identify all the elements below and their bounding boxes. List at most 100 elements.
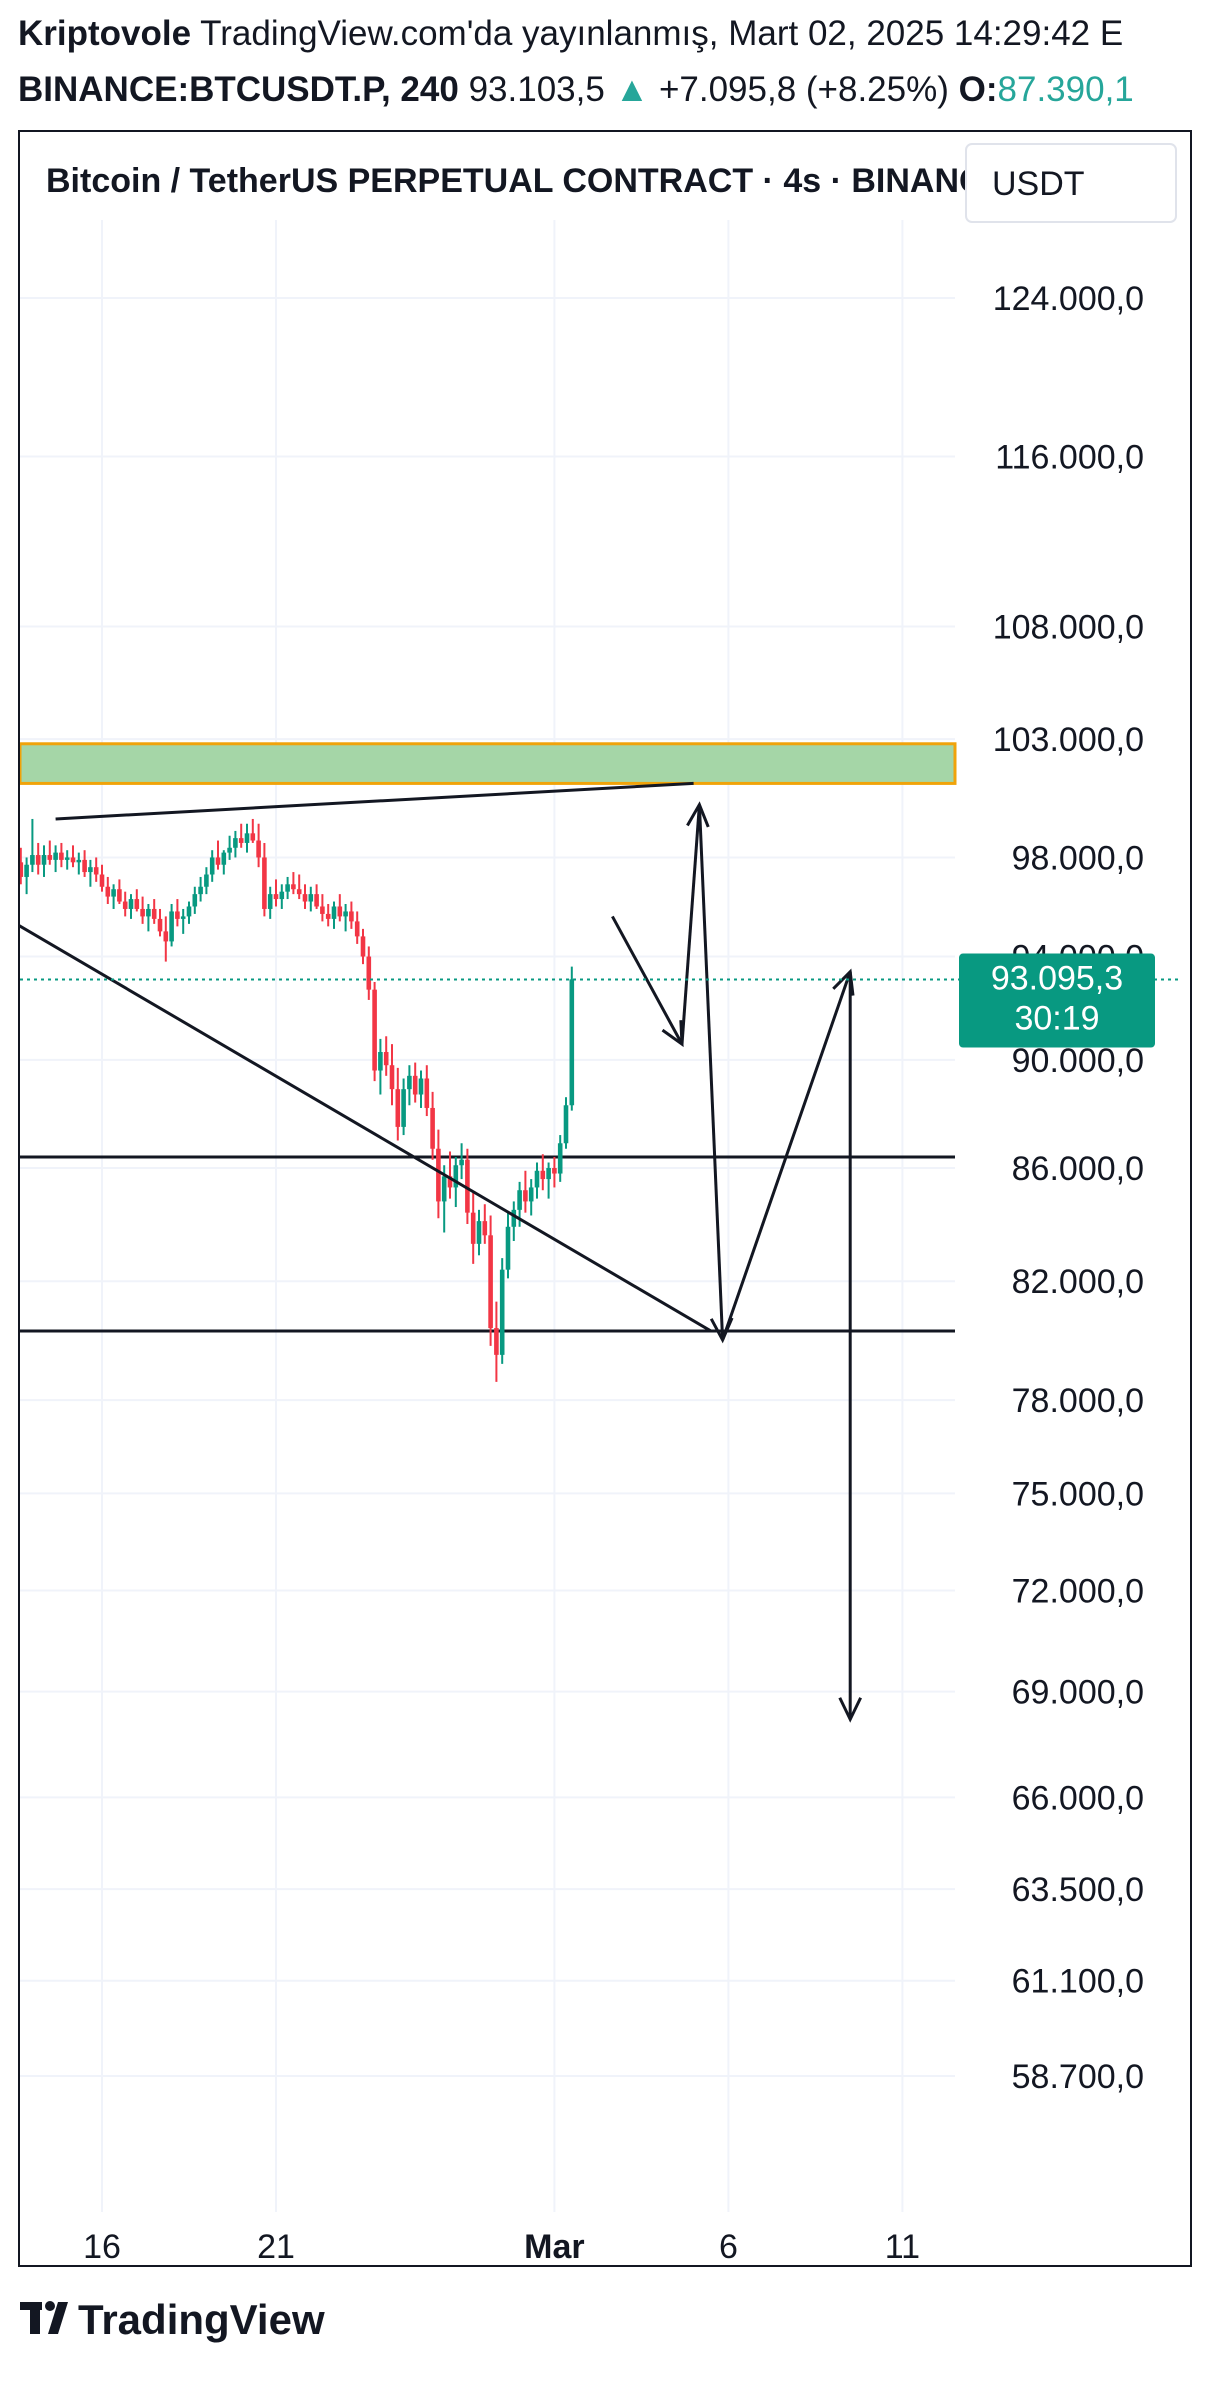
symbol-line: BINANCE:BTCUSDT.P, 240 93.103,5 ▲ +7.095… bbox=[18, 68, 1134, 112]
candle-body bbox=[238, 838, 244, 843]
candle-body bbox=[76, 859, 82, 863]
price-tick-label: 66.000,0 bbox=[1012, 1779, 1144, 1817]
brand-name[interactable]: TradingView bbox=[78, 2296, 325, 2343]
currency-button-label[interactable]: USDT bbox=[992, 165, 1085, 203]
candle-body bbox=[53, 852, 58, 860]
arrow-line[interactable] bbox=[680, 804, 701, 1045]
logo-slash bbox=[48, 2302, 68, 2334]
candle-body bbox=[221, 852, 227, 865]
candle-body bbox=[70, 857, 76, 863]
arrow-line[interactable] bbox=[611, 915, 684, 1045]
candle-body bbox=[465, 1159, 470, 1213]
candle-body bbox=[430, 1107, 435, 1149]
currency-button-box[interactable] bbox=[965, 143, 1177, 223]
candle-body bbox=[378, 1052, 383, 1071]
trend-line[interactable] bbox=[20, 916, 712, 1333]
price-tick-label: 58.700,0 bbox=[1012, 2058, 1144, 2096]
price-tick-label: 78.000,0 bbox=[1012, 1382, 1144, 1420]
candle-body bbox=[407, 1075, 412, 1090]
candle-body bbox=[517, 1190, 522, 1210]
arrow-line[interactable] bbox=[721, 971, 852, 1341]
chart-panel[interactable]: 124.000,0 116.000,0 108.000,0 103.000,0 98.0… bbox=[18, 130, 1192, 2267]
candle-body bbox=[505, 1226, 511, 1270]
candle-body bbox=[499, 1269, 505, 1355]
candle-body bbox=[325, 913, 331, 919]
candle-body bbox=[395, 1089, 401, 1127]
price-tick-label: 75.000,0 bbox=[1012, 1475, 1144, 1513]
chart-header: Kriptovole TradingView.com'da yayınlanmı… bbox=[18, 8, 1212, 109]
price-tick-label: 108.000,0 bbox=[993, 608, 1144, 646]
candle-body bbox=[163, 931, 169, 942]
arrow-head-icon bbox=[838, 1697, 862, 1723]
tradingview-logo-icon[interactable]: TradingView bbox=[18, 2290, 418, 2350]
candle-body bbox=[24, 864, 29, 877]
candle-body bbox=[291, 884, 296, 890]
candle-body bbox=[244, 833, 250, 843]
candle-body bbox=[227, 847, 232, 853]
author-name[interactable]: Kriptovole bbox=[18, 14, 192, 53]
candle-body bbox=[273, 894, 279, 900]
currency-button[interactable]: USDT bbox=[965, 143, 1177, 223]
countdown-text: 30:19 bbox=[1014, 1000, 1099, 1038]
candle-body bbox=[314, 894, 319, 907]
price-tick-label: 98.000,0 bbox=[1012, 839, 1144, 877]
candle-body bbox=[140, 908, 145, 917]
zone-layer bbox=[20, 742, 957, 785]
candle-body bbox=[256, 840, 261, 858]
candle-body bbox=[569, 979, 575, 1106]
candle-body bbox=[88, 867, 93, 873]
price-tick-label: 103.000,0 bbox=[993, 721, 1144, 759]
time-tick-label: Mar bbox=[524, 2228, 584, 2265]
candle-body bbox=[540, 1170, 546, 1180]
candle-body bbox=[424, 1078, 430, 1108]
title-backdrop bbox=[20, 132, 955, 220]
candle-body bbox=[389, 1065, 395, 1090]
candle-body bbox=[47, 855, 53, 860]
candle-body bbox=[412, 1075, 418, 1095]
candle-body bbox=[383, 1052, 389, 1066]
candle-body bbox=[262, 857, 267, 909]
chart-canvas[interactable]: 124.000,0 116.000,0 108.000,0 103.000,0 98.0… bbox=[20, 132, 1190, 2265]
candle-body bbox=[511, 1209, 517, 1227]
candle-body bbox=[488, 1235, 493, 1329]
candle-body bbox=[209, 857, 215, 875]
candle-body bbox=[320, 906, 325, 914]
change-text: +7.095,8 (+8.25%) bbox=[658, 70, 949, 109]
trend-line[interactable] bbox=[55, 781, 694, 821]
candle-body bbox=[267, 894, 273, 909]
candle-body bbox=[546, 1168, 551, 1180]
candle-body bbox=[552, 1168, 557, 1174]
candle-body bbox=[122, 901, 128, 909]
published-text: TradingView.com'da yayınlanmış, Mart 02,… bbox=[200, 14, 1124, 53]
candle-body bbox=[343, 911, 348, 917]
candles bbox=[20, 818, 575, 1382]
candle-body bbox=[151, 908, 157, 919]
chart-title: Bitcoin / TetherUS PERPETUAL CONTRACT · … bbox=[46, 162, 1006, 200]
last-price-badge-box bbox=[959, 953, 1155, 1048]
candle-body bbox=[563, 1105, 569, 1144]
price-tick-label: 61.100,0 bbox=[1012, 1963, 1144, 2001]
candle-body bbox=[447, 1176, 453, 1188]
candle-body bbox=[186, 906, 192, 917]
candle-body bbox=[453, 1165, 459, 1188]
last-price: 93.103,5 bbox=[468, 70, 605, 109]
time-axis: 16 21 Mar 6 11 bbox=[83, 2228, 920, 2265]
price-tick-label: 63.500,0 bbox=[1012, 1871, 1144, 1909]
time-tick-label: 11 bbox=[885, 2228, 920, 2265]
price-tick-label: 124.000,0 bbox=[993, 280, 1144, 318]
candle-body bbox=[436, 1148, 441, 1202]
time-tick-label: 6 bbox=[719, 2228, 738, 2265]
candle-body bbox=[250, 833, 256, 841]
resistance-zone[interactable] bbox=[20, 742, 957, 785]
candle-body bbox=[192, 894, 198, 907]
candle-body bbox=[20, 862, 24, 877]
price-tick-label: 69.000,0 bbox=[1012, 1674, 1144, 1712]
open-label: O: bbox=[958, 70, 998, 109]
candle-body bbox=[35, 855, 41, 865]
last-price-badge: 93.095,3 30:19 bbox=[959, 953, 1155, 1048]
candle-body bbox=[279, 891, 285, 900]
arrow-line[interactable] bbox=[697, 804, 725, 1341]
candle-body bbox=[360, 936, 366, 957]
candle-body bbox=[441, 1176, 447, 1202]
tradingview-footer: TradingView bbox=[18, 2290, 418, 2350]
